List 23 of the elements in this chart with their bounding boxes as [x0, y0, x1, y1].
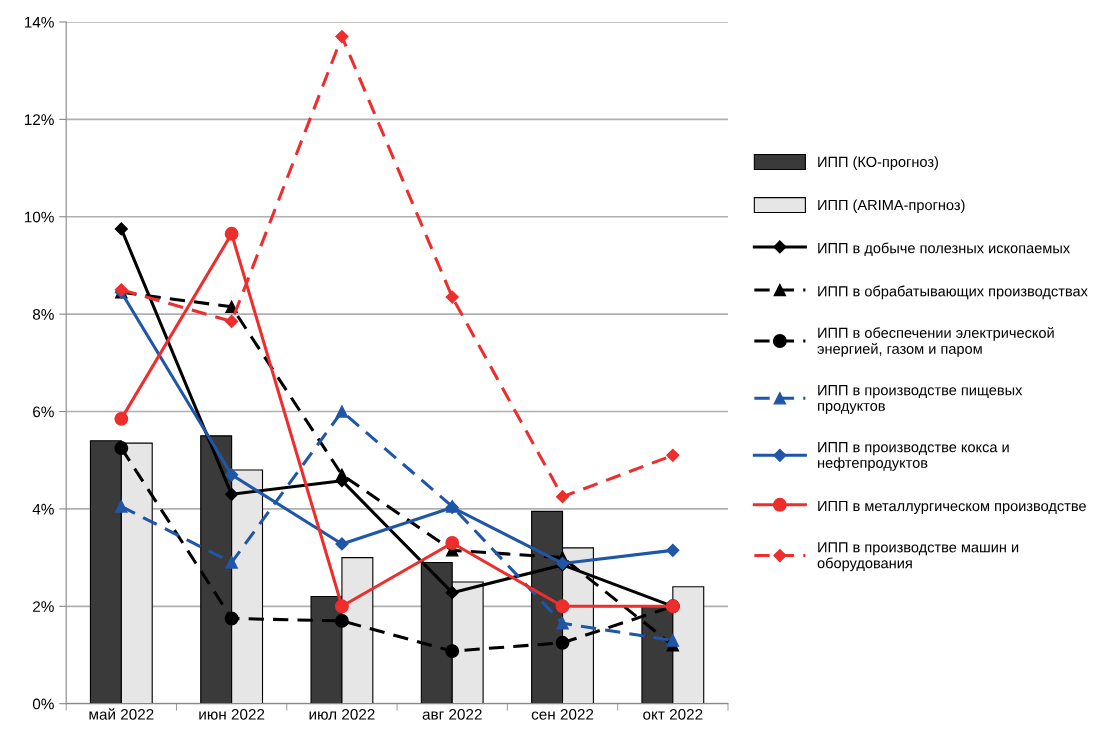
- y-tick-label: 10%: [24, 211, 54, 223]
- legend-label: ИПП (ARIMA-прогноз): [818, 199, 965, 214]
- x-tick-label: сен 2022: [531, 708, 594, 720]
- x-tick-label: июл 2022: [309, 708, 375, 720]
- legend-label: ИПП в обеспечении электрической энергией, газом и паром: [817, 327, 1054, 357]
- y-tick-label: 14%: [24, 16, 54, 28]
- legend-label: ИПП в производстве пищевых продуктов: [818, 385, 1023, 414]
- legend-label: ИПП в добыче полезных ископаемых: [818, 242, 1070, 257]
- legend-label: ИПП в производстве кокса и нефтепродуктов: [818, 442, 1009, 471]
- y-tick-label: 12%: [24, 114, 54, 125]
- legend-label: ИПП в металлургическом производстве: [818, 500, 1086, 515]
- legend-label: ИПП в производстве машин и оборудования: [817, 542, 1019, 572]
- y-tick-label: 6%: [33, 406, 54, 418]
- x-tick-label: май 2022: [89, 708, 154, 720]
- x-tick-label: окт 2022: [643, 708, 703, 720]
- legend-label: ИПП (КО-прогноз): [818, 156, 939, 170]
- y-tick-label: 8%: [32, 309, 54, 320]
- y-tick-label: 0%: [32, 698, 54, 710]
- y-tick-label: 2%: [33, 601, 54, 612]
- x-tick-label: авг 2022: [422, 708, 482, 720]
- y-tick-label: 4%: [32, 503, 54, 515]
- x-tick-label: июн 2022: [199, 708, 265, 720]
- legend-label: ИПП в обрабатывающих производствах: [818, 285, 1088, 300]
